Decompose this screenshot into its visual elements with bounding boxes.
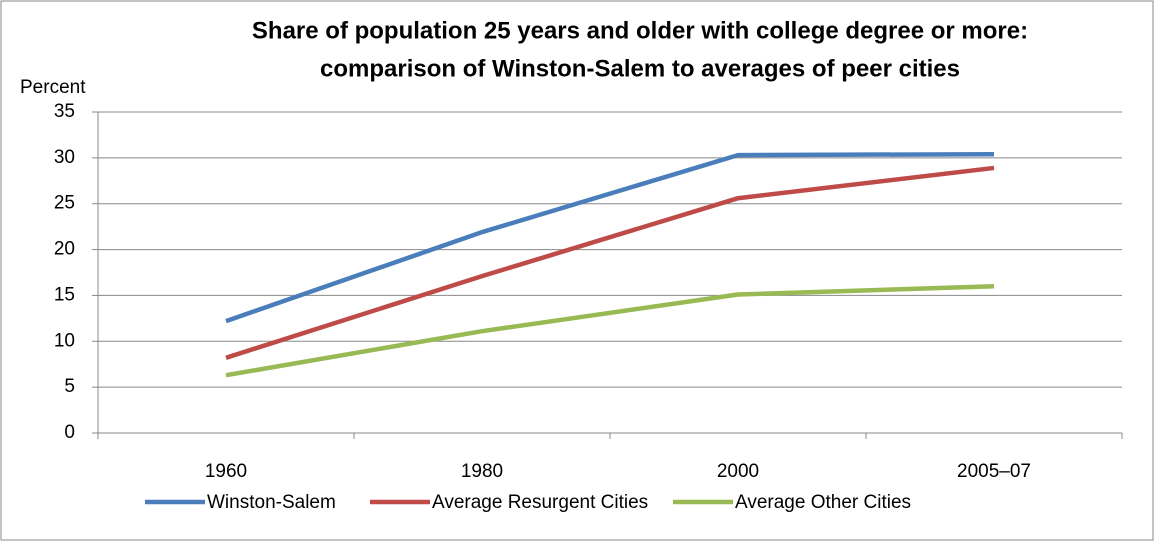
y-tick-label: 10 (54, 330, 75, 351)
y-tick-label: 5 (64, 376, 75, 397)
y-tick-label: 25 (54, 193, 75, 214)
x-tick-label: 1980 (461, 461, 503, 482)
legend-label: Average Other Cities (735, 492, 911, 513)
x-tick-label: 2000 (717, 461, 759, 482)
chart-title: Share of population 25 years and older w… (252, 17, 1028, 44)
series-line (225, 165, 995, 360)
legend-label: Winston-Salem (207, 492, 336, 513)
y-tick-label: 0 (64, 422, 75, 443)
legend-label: Average Resurgent Cities (432, 492, 648, 513)
y-axis-label: Percent (20, 77, 86, 98)
x-tick-label: 2005–07 (957, 461, 1031, 482)
series-line (225, 284, 995, 378)
chart-title: comparison of Winston-Salem to averages … (320, 55, 960, 82)
y-tick-label: 35 (54, 101, 75, 122)
series-line (225, 151, 995, 324)
y-tick-label: 15 (54, 284, 75, 305)
y-tick-label: 30 (54, 147, 75, 168)
x-tick-label: 1960 (205, 461, 247, 482)
y-tick-label: 20 (54, 239, 75, 260)
